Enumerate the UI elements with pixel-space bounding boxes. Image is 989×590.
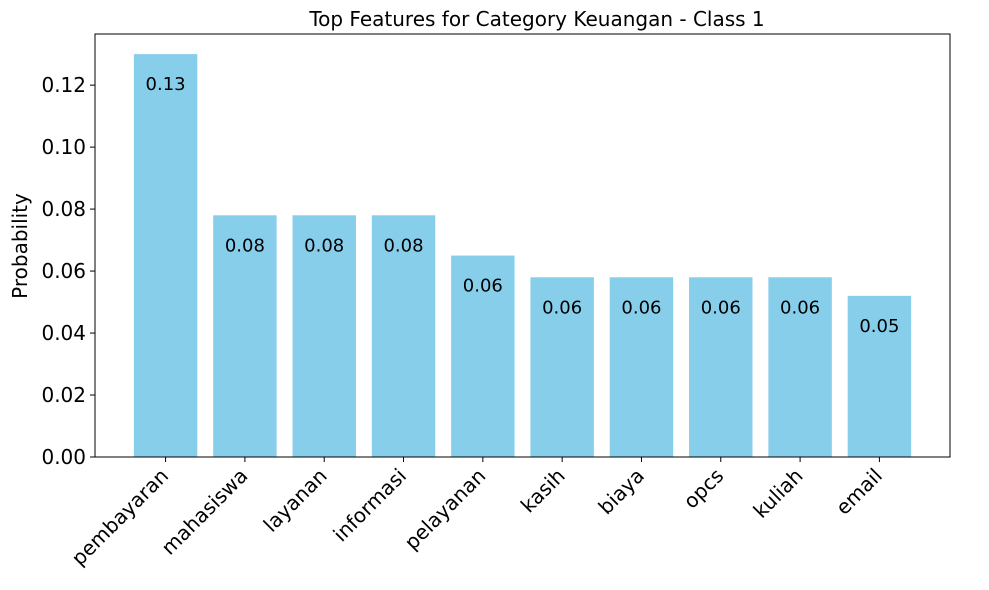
x-tick-label: mahasiswa (156, 464, 252, 560)
y-axis-label: Probability (8, 193, 32, 299)
bar-pelayanan (451, 255, 515, 457)
y-tick-label: 0.08 (41, 197, 86, 221)
bars-group (133, 54, 912, 458)
bar-email (847, 295, 912, 457)
data-label-mahasiswa: 0.08 (225, 235, 265, 256)
x-tick-label: opcs (679, 464, 729, 514)
data-label-opcs: 0.06 (701, 297, 741, 318)
data-label-email: 0.05 (859, 316, 899, 337)
bar-mahasiswa (213, 215, 277, 457)
plot-frame (94, 33, 951, 458)
bar-kasih (530, 277, 594, 457)
data-label-informasi: 0.08 (383, 235, 423, 256)
y-tick-label: 0.12 (41, 73, 86, 97)
y-tick-label: 0.02 (41, 383, 86, 407)
bar-pembayaran (133, 54, 198, 458)
bar-kuliah (768, 277, 832, 457)
bar-biaya (609, 277, 674, 457)
x-tick-label: kuliah (748, 464, 807, 523)
bar-layanan (292, 215, 356, 457)
y-axis: 0.00 0.02 0.04 0.06 0.08 0.10 0.12 (41, 73, 95, 469)
data-label-pelayanan: 0.06 (463, 276, 503, 297)
data-label-kasih: 0.06 (542, 297, 582, 318)
data-label-biaya: 0.06 (621, 297, 661, 318)
data-label-layanan: 0.08 (304, 235, 344, 256)
y-tick-label: 0.00 (41, 445, 86, 469)
x-tick-label: kasih (516, 464, 570, 518)
x-tick-label: biaya (593, 464, 649, 520)
data-label-pembayaran: 0.13 (146, 74, 186, 95)
bar-informasi (371, 215, 436, 457)
data-label-kuliah: 0.06 (780, 297, 820, 318)
x-tick-label: email (831, 464, 887, 520)
x-tick-label: pembayaran (67, 464, 174, 571)
y-tick-label: 0.06 (41, 259, 86, 283)
x-tick-label: pelayanan (400, 464, 491, 555)
y-tick-label: 0.10 (41, 135, 86, 159)
y-tick-label: 0.04 (41, 321, 86, 345)
bar-opcs (689, 277, 753, 457)
x-tick-label: layanan (259, 464, 332, 537)
data-labels-group: 0.13 0.08 0.08 0.08 0.06 0.06 0.06 0.06 0.06 0.05 (146, 74, 900, 337)
x-tick-label: informasi (328, 464, 411, 547)
chart-title: Top Features for Category Keuangan - Cla… (308, 7, 764, 31)
